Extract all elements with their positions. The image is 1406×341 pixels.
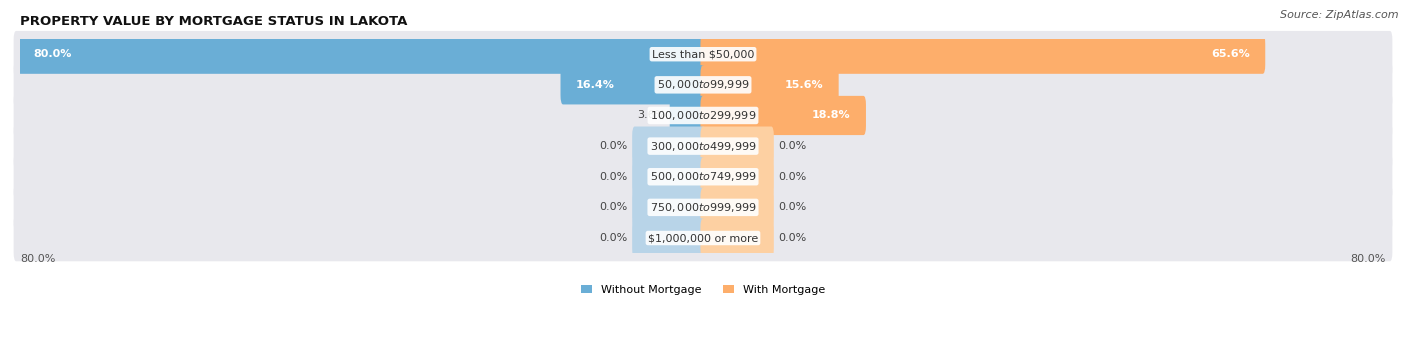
Text: $500,000 to $749,999: $500,000 to $749,999: [650, 170, 756, 183]
Text: 0.0%: 0.0%: [778, 172, 806, 182]
FancyBboxPatch shape: [633, 188, 706, 227]
FancyBboxPatch shape: [18, 34, 706, 74]
FancyBboxPatch shape: [14, 215, 1392, 261]
Text: 18.8%: 18.8%: [813, 110, 851, 120]
Text: 0.0%: 0.0%: [600, 233, 628, 243]
Text: $50,000 to $99,999: $50,000 to $99,999: [657, 78, 749, 91]
FancyBboxPatch shape: [14, 184, 1392, 231]
Text: PROPERTY VALUE BY MORTGAGE STATUS IN LAKOTA: PROPERTY VALUE BY MORTGAGE STATUS IN LAK…: [21, 15, 408, 28]
Text: 65.6%: 65.6%: [1211, 49, 1250, 59]
Text: 3.6%: 3.6%: [637, 110, 665, 120]
Text: $100,000 to $299,999: $100,000 to $299,999: [650, 109, 756, 122]
Text: $300,000 to $499,999: $300,000 to $499,999: [650, 139, 756, 153]
Text: 80.0%: 80.0%: [21, 254, 56, 264]
Text: Source: ZipAtlas.com: Source: ZipAtlas.com: [1281, 10, 1399, 20]
Text: $750,000 to $999,999: $750,000 to $999,999: [650, 201, 756, 214]
FancyBboxPatch shape: [633, 127, 706, 166]
Text: Less than $50,000: Less than $50,000: [652, 49, 754, 59]
Text: 15.6%: 15.6%: [785, 80, 824, 90]
FancyBboxPatch shape: [700, 218, 773, 257]
Text: 0.0%: 0.0%: [600, 202, 628, 212]
FancyBboxPatch shape: [700, 127, 773, 166]
Text: 0.0%: 0.0%: [778, 233, 806, 243]
FancyBboxPatch shape: [14, 31, 1392, 77]
FancyBboxPatch shape: [14, 153, 1392, 200]
FancyBboxPatch shape: [14, 123, 1392, 169]
Text: 0.0%: 0.0%: [778, 202, 806, 212]
FancyBboxPatch shape: [700, 96, 866, 135]
FancyBboxPatch shape: [14, 62, 1392, 108]
FancyBboxPatch shape: [633, 218, 706, 257]
FancyBboxPatch shape: [700, 65, 838, 104]
Legend: Without Mortgage, With Mortgage: Without Mortgage, With Mortgage: [581, 285, 825, 295]
Text: $1,000,000 or more: $1,000,000 or more: [648, 233, 758, 243]
FancyBboxPatch shape: [561, 65, 706, 104]
Text: 0.0%: 0.0%: [600, 141, 628, 151]
FancyBboxPatch shape: [633, 157, 706, 196]
Text: 80.0%: 80.0%: [34, 49, 72, 59]
FancyBboxPatch shape: [669, 96, 706, 135]
Text: 16.4%: 16.4%: [576, 80, 614, 90]
Text: 0.0%: 0.0%: [778, 141, 806, 151]
FancyBboxPatch shape: [700, 157, 773, 196]
Text: 80.0%: 80.0%: [1350, 254, 1385, 264]
FancyBboxPatch shape: [700, 34, 1265, 74]
Text: 0.0%: 0.0%: [600, 172, 628, 182]
FancyBboxPatch shape: [700, 188, 773, 227]
FancyBboxPatch shape: [14, 92, 1392, 139]
